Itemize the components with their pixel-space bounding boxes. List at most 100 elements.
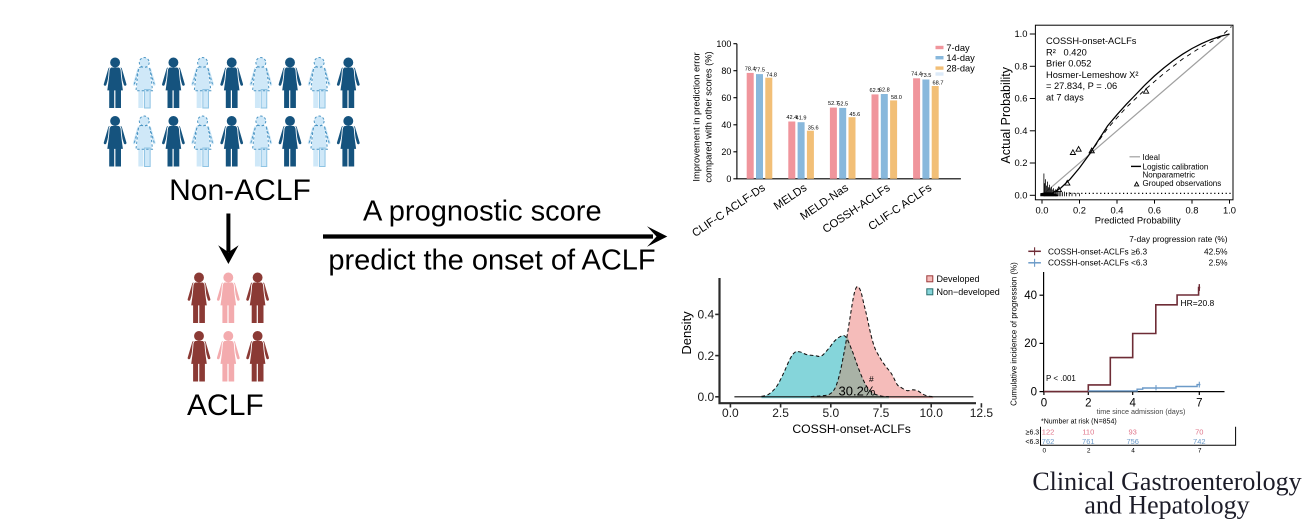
svg-text:COSSH-onset-ACLFs <6.3: COSSH-onset-ACLFs <6.3 bbox=[1048, 258, 1148, 268]
svg-text:4: 4 bbox=[1131, 447, 1135, 454]
svg-text:73.5: 73.5 bbox=[920, 73, 931, 79]
svg-text:62.5: 62.5 bbox=[870, 88, 881, 94]
svg-text:4: 4 bbox=[1129, 398, 1136, 410]
svg-text:0.4: 0.4 bbox=[698, 308, 715, 322]
svg-text:60: 60 bbox=[721, 93, 731, 103]
svg-text:Nonparametric: Nonparametric bbox=[1143, 171, 1195, 180]
svg-text:28-day: 28-day bbox=[946, 63, 975, 73]
svg-text:110: 110 bbox=[1082, 427, 1094, 436]
svg-text:0.8: 0.8 bbox=[1014, 60, 1027, 71]
svg-text:0.0: 0.0 bbox=[1035, 204, 1048, 215]
svg-text:5.0: 5.0 bbox=[822, 406, 839, 420]
svg-text:122: 122 bbox=[1042, 427, 1055, 436]
svg-text:*Number at risk (N=854): *Number at risk (N=854) bbox=[1041, 419, 1117, 426]
svg-text:80: 80 bbox=[721, 66, 731, 76]
svg-text:0.0: 0.0 bbox=[722, 406, 739, 420]
svg-text:0.6: 0.6 bbox=[1014, 93, 1027, 104]
svg-text:Improvement in prediction erro: Improvement in prediction error bbox=[692, 52, 702, 181]
svg-text:Ideal: Ideal bbox=[1143, 153, 1161, 162]
svg-text:COSSH-onset-ACLFs: COSSH-onset-ACLFs bbox=[792, 422, 911, 436]
svg-text:Grouped observations: Grouped observations bbox=[1143, 179, 1222, 188]
svg-text:0: 0 bbox=[1041, 398, 1047, 410]
svg-text:Logistic calibration: Logistic calibration bbox=[1143, 162, 1209, 171]
svg-text:7.5: 7.5 bbox=[873, 406, 890, 420]
svg-text:Density: Density bbox=[679, 311, 694, 355]
svg-text:0.4: 0.4 bbox=[1110, 204, 1123, 215]
svg-text:52.7: 52.7 bbox=[828, 101, 839, 107]
svg-text:A prognostic score: A prognostic score bbox=[363, 196, 602, 228]
svg-text:CLIF-C ACLF-Ds: CLIF-C ACLF-Ds bbox=[690, 182, 768, 240]
svg-text:20: 20 bbox=[721, 147, 731, 157]
svg-text:Predicted Probability: Predicted Probability bbox=[1095, 215, 1181, 226]
svg-text:<6.3: <6.3 bbox=[1025, 439, 1039, 446]
svg-text:42.4: 42.4 bbox=[786, 115, 797, 121]
svg-text:14-day: 14-day bbox=[946, 53, 975, 63]
svg-text:R² 0.420: R² 0.420 bbox=[1046, 47, 1087, 57]
svg-text:predict the onset of ACLF: predict the onset of ACLF bbox=[328, 245, 655, 277]
svg-text:7-day: 7-day bbox=[946, 43, 970, 53]
svg-text:78.4: 78.4 bbox=[745, 66, 756, 72]
svg-text:0.0: 0.0 bbox=[1014, 189, 1027, 200]
svg-text:74.8: 74.8 bbox=[766, 72, 777, 78]
svg-text:≥6.3: ≥6.3 bbox=[1026, 429, 1040, 436]
svg-text:40: 40 bbox=[721, 120, 731, 130]
svg-text:100: 100 bbox=[716, 39, 731, 49]
svg-text:45.6: 45.6 bbox=[849, 112, 860, 118]
svg-text:40: 40 bbox=[1024, 290, 1037, 302]
svg-text:0.8: 0.8 bbox=[1185, 204, 1198, 215]
svg-text:7: 7 bbox=[1196, 398, 1202, 410]
svg-text:742: 742 bbox=[1193, 437, 1206, 446]
svg-text:Non-ACLF: Non-ACLF bbox=[169, 174, 311, 207]
svg-text:35.6: 35.6 bbox=[808, 125, 819, 131]
svg-text:COSSH-onset-ACLFs ≥6.3: COSSH-onset-ACLFs ≥6.3 bbox=[1048, 247, 1147, 257]
svg-text:and Hepatology: and Hepatology bbox=[1084, 491, 1249, 520]
svg-text:93: 93 bbox=[1129, 427, 1137, 436]
svg-text:time since admission (days): time since admission (days) bbox=[1097, 407, 1186, 416]
svg-text:2.5: 2.5 bbox=[772, 406, 789, 420]
svg-text:at 7 days: at 7 days bbox=[1046, 93, 1084, 103]
svg-text:10.0: 10.0 bbox=[920, 406, 944, 420]
svg-text:0.2: 0.2 bbox=[1073, 204, 1086, 215]
svg-text:#: # bbox=[869, 374, 874, 384]
svg-text:Developed: Developed bbox=[937, 274, 980, 284]
svg-text:7: 7 bbox=[1198, 447, 1202, 454]
svg-text:762: 762 bbox=[1042, 437, 1055, 446]
svg-text:58.0: 58.0 bbox=[891, 95, 902, 101]
svg-text:1.0: 1.0 bbox=[1223, 204, 1236, 215]
svg-text:62.8: 62.8 bbox=[879, 87, 890, 93]
svg-text:30.2%: 30.2% bbox=[839, 384, 876, 399]
svg-text:0.0: 0.0 bbox=[698, 390, 715, 404]
svg-text:HR=20.8: HR=20.8 bbox=[1181, 298, 1215, 308]
svg-text:68.7: 68.7 bbox=[933, 81, 944, 87]
svg-text:77.5: 77.5 bbox=[754, 68, 765, 74]
svg-text:0: 0 bbox=[1042, 447, 1046, 454]
svg-text:P < .001: P < .001 bbox=[1046, 374, 1076, 383]
svg-text:Actual Probability: Actual Probability bbox=[999, 66, 1013, 163]
svg-text:41.9: 41.9 bbox=[796, 116, 807, 122]
svg-text:2: 2 bbox=[1085, 398, 1091, 410]
svg-text:Hosmer-Lemeshow X²: Hosmer-Lemeshow X² bbox=[1046, 70, 1138, 80]
svg-text:74.4: 74.4 bbox=[911, 72, 922, 78]
svg-text:2: 2 bbox=[1087, 447, 1091, 454]
svg-text:Brier 0.052: Brier 0.052 bbox=[1046, 59, 1091, 69]
svg-text:756: 756 bbox=[1126, 437, 1139, 446]
svg-text:COSSH-onset-ACLFs: COSSH-onset-ACLFs bbox=[1046, 36, 1137, 46]
svg-text:ACLF: ACLF bbox=[187, 389, 264, 422]
svg-text:compared with other scores (%): compared with other scores (%) bbox=[704, 51, 714, 182]
svg-text:Clinical Gastroenterology: Clinical Gastroenterology bbox=[1032, 467, 1301, 496]
svg-text:2.5%: 2.5% bbox=[1209, 258, 1229, 268]
svg-text:0: 0 bbox=[726, 174, 731, 184]
svg-text:Cumulative incidence of progre: Cumulative incidence of progression (%) bbox=[1010, 262, 1019, 406]
svg-text:42.5%: 42.5% bbox=[1204, 247, 1228, 257]
svg-text:0.6: 0.6 bbox=[1148, 204, 1161, 215]
svg-text:0.4: 0.4 bbox=[1014, 125, 1027, 136]
svg-text:0: 0 bbox=[1031, 386, 1037, 398]
svg-text:1.0: 1.0 bbox=[1014, 28, 1027, 39]
svg-text:20: 20 bbox=[1024, 338, 1037, 350]
svg-text:7-day progression rate (%): 7-day progression rate (%) bbox=[1129, 234, 1227, 244]
svg-text:Non−developed: Non−developed bbox=[937, 287, 1000, 297]
svg-text:0.2: 0.2 bbox=[698, 349, 715, 363]
svg-text:52.5: 52.5 bbox=[837, 101, 848, 107]
svg-text:0.2: 0.2 bbox=[1014, 157, 1027, 168]
svg-text:761: 761 bbox=[1082, 437, 1095, 446]
